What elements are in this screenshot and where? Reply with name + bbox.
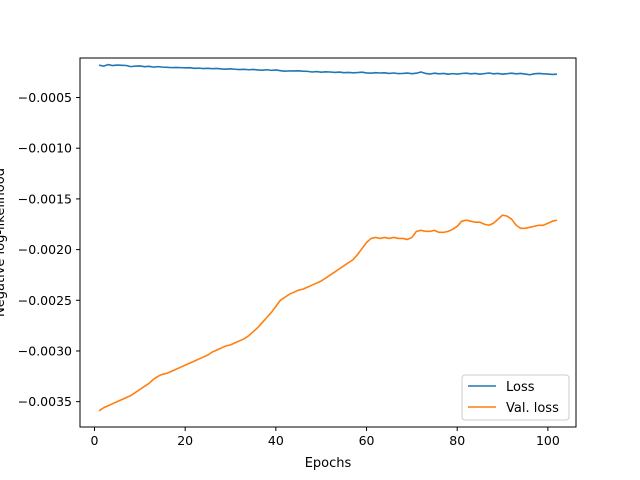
y-tick-label: −0.0035 — [18, 394, 72, 409]
y-axis-label: Negative log-likelihood — [0, 168, 8, 317]
y-tick-label: −0.0030 — [18, 343, 72, 358]
x-tick-label: 20 — [177, 433, 193, 448]
axis-ticks: 0 20 40 60 80 100 −0.0035 −0.0030 −0.0025 −0.0020… — [18, 90, 560, 448]
x-tick-label: 80 — [449, 433, 465, 448]
y-tick-label: −0.0015 — [18, 191, 72, 206]
plot-area — [98, 63, 558, 412]
y-tick-label: −0.0010 — [18, 141, 72, 156]
legend-label: Val. loss — [506, 401, 559, 416]
x-axis-label: Epochs — [305, 456, 352, 471]
x-tick-label: 40 — [268, 433, 284, 448]
series-line-val-loss — [98, 214, 558, 412]
y-tick-label: −0.0005 — [18, 90, 72, 105]
y-tick-label: −0.0025 — [18, 293, 72, 308]
y-tick-label: −0.0020 — [18, 242, 72, 257]
x-tick-label: 100 — [536, 433, 560, 448]
legend-label: Loss — [506, 380, 535, 395]
series-line-loss — [98, 63, 557, 76]
x-tick-label: 60 — [359, 433, 375, 448]
x-tick-label: 0 — [91, 433, 99, 448]
axes-frame — [79, 57, 577, 428]
legend: Loss Val. loss — [461, 374, 570, 421]
